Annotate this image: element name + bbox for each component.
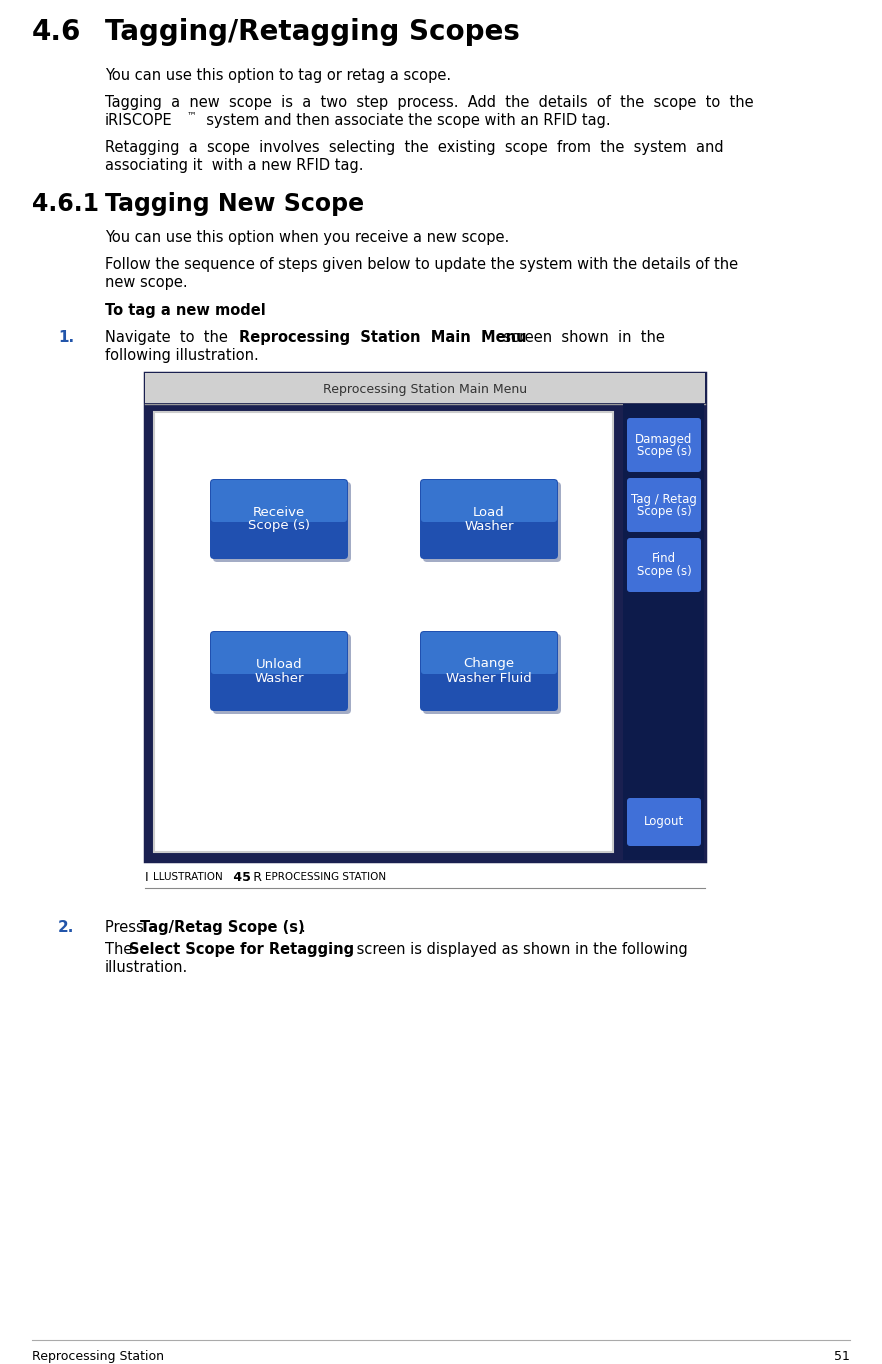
Text: Follow the sequence of steps given below to update the system with the details o: Follow the sequence of steps given below… bbox=[105, 256, 738, 271]
Text: Reprocessing  Station  Main  Menu: Reprocessing Station Main Menu bbox=[239, 330, 527, 345]
Text: Unload: Unload bbox=[256, 657, 303, 671]
Bar bbox=[154, 412, 613, 852]
Text: associating it  with a new RFID tag.: associating it with a new RFID tag. bbox=[105, 158, 363, 173]
Text: Receive: Receive bbox=[253, 506, 305, 518]
Text: Tagging New Scope: Tagging New Scope bbox=[105, 192, 364, 216]
Text: Scope (s): Scope (s) bbox=[248, 520, 310, 532]
Text: Reprocessing Station Main Menu: Reprocessing Station Main Menu bbox=[323, 382, 527, 396]
Text: Tagging/Retagging Scopes: Tagging/Retagging Scopes bbox=[105, 18, 519, 46]
Text: You can use this option when you receive a new scope.: You can use this option when you receive… bbox=[105, 231, 509, 246]
Text: 4.6.1: 4.6.1 bbox=[32, 192, 99, 216]
Text: You can use this option to tag or retag a scope.: You can use this option to tag or retag … bbox=[105, 68, 451, 83]
Text: Logout: Logout bbox=[644, 816, 684, 828]
Text: screen  shown  in  the: screen shown in the bbox=[494, 330, 665, 345]
Bar bbox=[623, 404, 704, 859]
Text: .: . bbox=[300, 919, 305, 934]
Text: Washer Fluid: Washer Fluid bbox=[446, 671, 532, 685]
Text: 51: 51 bbox=[834, 1350, 850, 1363]
FancyBboxPatch shape bbox=[420, 479, 558, 559]
FancyBboxPatch shape bbox=[213, 481, 351, 562]
FancyBboxPatch shape bbox=[423, 481, 561, 562]
FancyBboxPatch shape bbox=[627, 417, 701, 472]
Text: Scope (s): Scope (s) bbox=[637, 505, 691, 517]
Text: Load: Load bbox=[473, 506, 505, 518]
Text: system and then associate the scope with an RFID tag.: system and then associate the scope with… bbox=[197, 113, 610, 128]
Text: The: The bbox=[105, 943, 137, 958]
Text: Tagging  a  new  scope  is  a  two  step  process.  Add  the  details  of  the  : Tagging a new scope is a two step proces… bbox=[105, 95, 753, 110]
Text: Tag/Retag Scope (s): Tag/Retag Scope (s) bbox=[140, 919, 304, 934]
Text: Navigate  to  the: Navigate to the bbox=[105, 330, 237, 345]
Text: Washer: Washer bbox=[464, 520, 513, 532]
Text: Scope (s): Scope (s) bbox=[637, 445, 691, 457]
Text: 45: 45 bbox=[229, 872, 250, 884]
FancyBboxPatch shape bbox=[423, 634, 561, 713]
Text: Tag / Retag: Tag / Retag bbox=[631, 492, 697, 506]
Text: To tag a new model: To tag a new model bbox=[105, 303, 265, 318]
FancyBboxPatch shape bbox=[627, 537, 701, 592]
FancyBboxPatch shape bbox=[420, 632, 558, 711]
Bar bbox=[145, 372, 705, 402]
FancyBboxPatch shape bbox=[211, 480, 347, 522]
Text: LLUSTRATION: LLUSTRATION bbox=[153, 873, 222, 883]
Text: Press: Press bbox=[105, 919, 148, 934]
FancyBboxPatch shape bbox=[210, 632, 348, 711]
Text: following illustration.: following illustration. bbox=[105, 348, 258, 363]
Text: Select Scope for Retagging: Select Scope for Retagging bbox=[129, 943, 355, 958]
FancyBboxPatch shape bbox=[627, 798, 701, 846]
Text: Damaged: Damaged bbox=[635, 432, 692, 446]
Text: Change: Change bbox=[463, 657, 514, 671]
FancyBboxPatch shape bbox=[421, 480, 557, 522]
Text: Find: Find bbox=[652, 552, 676, 566]
Text: 4.6: 4.6 bbox=[32, 18, 81, 46]
FancyBboxPatch shape bbox=[421, 632, 557, 674]
Text: iRISCOPE: iRISCOPE bbox=[105, 113, 173, 128]
Text: 2.: 2. bbox=[58, 919, 74, 934]
Bar bbox=[145, 372, 705, 861]
Text: Retagging  a  scope  involves  selecting  the  existing  scope  from  the  syste: Retagging a scope involves selecting the… bbox=[105, 140, 723, 155]
FancyBboxPatch shape bbox=[627, 477, 701, 532]
Text: 1.: 1. bbox=[58, 330, 74, 345]
Text: illustration.: illustration. bbox=[105, 960, 188, 975]
Text: screen is displayed as shown in the following: screen is displayed as shown in the foll… bbox=[352, 943, 688, 958]
Text: EPROCESSING STATION: EPROCESSING STATION bbox=[265, 873, 386, 883]
Text: I: I bbox=[145, 872, 149, 884]
Text: : R: : R bbox=[245, 872, 262, 884]
FancyBboxPatch shape bbox=[213, 634, 351, 713]
Text: Scope (s): Scope (s) bbox=[637, 565, 691, 577]
FancyBboxPatch shape bbox=[210, 479, 348, 559]
FancyBboxPatch shape bbox=[211, 632, 347, 674]
Text: Reprocessing Station: Reprocessing Station bbox=[32, 1350, 164, 1363]
Text: Washer: Washer bbox=[254, 671, 303, 685]
Text: ™: ™ bbox=[187, 110, 197, 120]
Text: new scope.: new scope. bbox=[105, 276, 188, 291]
